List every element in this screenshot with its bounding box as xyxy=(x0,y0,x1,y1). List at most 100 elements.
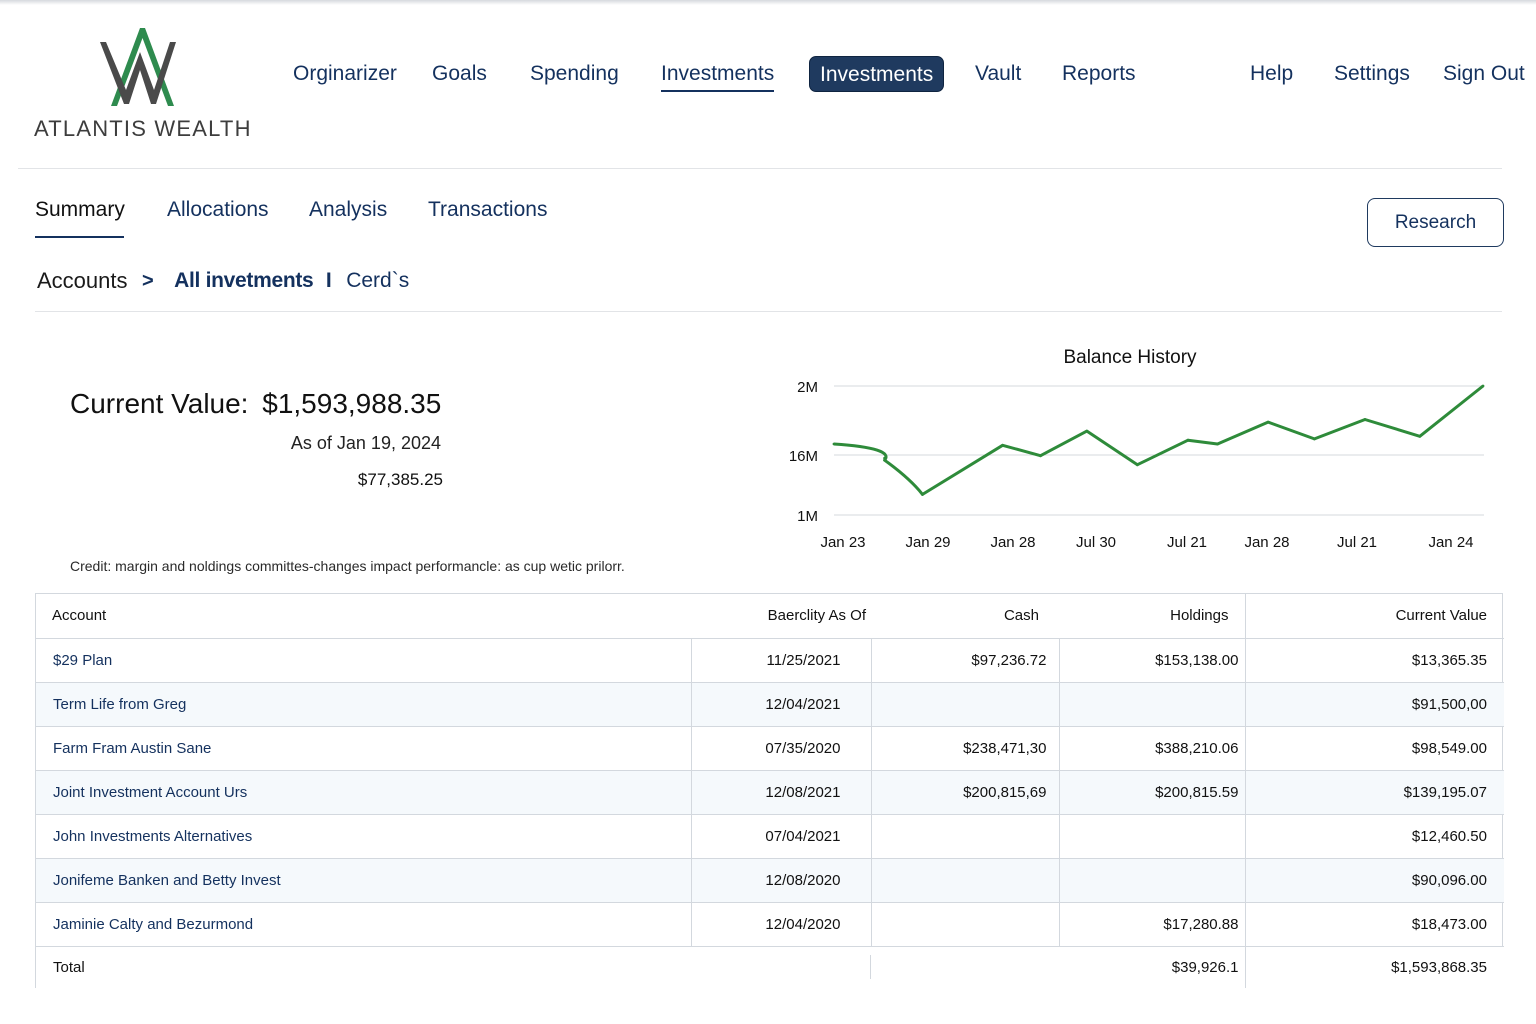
account-name[interactable]: Jaminie Calty and Bezurmond xyxy=(53,915,254,933)
y-tick-label: 1M xyxy=(797,508,818,525)
data-point xyxy=(1085,429,1089,433)
table-header-row: Account Baerclity As Of Cash Holdings Cu… xyxy=(36,594,1504,638)
current-value-cell: $12,460.50 xyxy=(1244,814,1504,858)
data-point xyxy=(1216,442,1219,446)
table-row[interactable]: $29 Plan 11/25/2021 $97,236.72 $153,138.00 $… xyxy=(36,638,1504,682)
col-holdings[interactable]: Holdings xyxy=(1170,607,1229,625)
section-divider xyxy=(35,311,1502,312)
account-name[interactable]: Joint Investment Account Urs xyxy=(53,783,248,801)
cash-cell: $238,471,30 xyxy=(870,726,1059,770)
data-point xyxy=(1313,437,1316,441)
holdings-cell: $17,280.88 xyxy=(1058,902,1245,946)
table-row[interactable]: Jonifeme Banken and Betty Invest 12/08/20… xyxy=(36,858,1504,902)
x-tick-label: Jul 30 xyxy=(1076,534,1116,551)
nav-item-investments[interactable]: Investments xyxy=(661,56,775,92)
table-row[interactable]: Joint Investment Account Urs 12/08/2021 $2… xyxy=(36,770,1504,814)
as-of-date: As of Jan 19, 2024 xyxy=(290,433,441,453)
holdings-cell: $388,210.06 xyxy=(1058,726,1245,770)
account-name[interactable]: Term Life from Greg xyxy=(53,695,187,713)
as-of-date-cell: 11/25/2021 xyxy=(690,638,871,682)
credit-note: Credit: margin and noldings committes-ch… xyxy=(70,558,625,574)
breadcrumb-all-investments[interactable]: All invetments xyxy=(174,269,314,292)
current-value-label: Current Value: xyxy=(70,388,249,419)
table-row[interactable]: Term Life from Greg 12/04/2021 $91,500,00 xyxy=(36,682,1504,726)
x-tick-label: Jan 23 xyxy=(820,534,865,551)
tab-analysis[interactable]: Analysis xyxy=(309,198,388,221)
nav-item-reports[interactable]: Reports xyxy=(1062,62,1136,85)
account-name[interactable]: Jonifeme Banken and Betty Invest xyxy=(53,871,281,889)
data-point xyxy=(1481,384,1485,388)
nav-settings-link[interactable]: Settings xyxy=(1334,62,1410,85)
current-value-amount: $1,593,988.35 xyxy=(262,388,442,419)
current-value-cell: $13,365.35 xyxy=(1244,638,1504,682)
nav-item-organizer[interactable]: Orginarizer xyxy=(293,62,397,85)
account-name[interactable]: John Investments Alternatives xyxy=(53,827,253,845)
aw-monogram-icon xyxy=(100,28,176,106)
total-holdings: $39,926.1 xyxy=(1171,958,1239,976)
main-nav: Orginarizer Goals Spending Investments I… xyxy=(0,56,1536,92)
holdings-cell: $200,815.59 xyxy=(1058,770,1245,814)
as-of-date-cell: 12/08/2020 xyxy=(690,858,871,902)
data-point xyxy=(883,456,886,460)
holdings-cell xyxy=(1058,858,1245,902)
current-value-cell: $91,500,00 xyxy=(1244,682,1504,726)
x-tick-label: Jan 24 xyxy=(1428,534,1473,551)
nav-item-investments-selected[interactable]: Investments xyxy=(809,56,945,92)
total-current-value: $1,593,868.35 xyxy=(1244,946,1504,988)
breadcrumb-accounts[interactable]: Accounts xyxy=(37,268,128,293)
header-divider xyxy=(18,168,1502,169)
balance-history-chart: Balance History 2M 16M 1M Jan 23 Jan 29 Jan … xyxy=(770,340,1510,560)
account-name[interactable]: Farm Fram Austin Sane xyxy=(53,739,212,757)
breadcrumb: Accounts > All invetments I Cerd`s xyxy=(37,268,409,298)
table-row[interactable]: Jaminie Calty and Bezurmond 12/04/2020 $17… xyxy=(36,902,1504,946)
nav-item-vault[interactable]: Vault xyxy=(975,62,1022,85)
x-tick-label: Jan 29 xyxy=(905,534,950,551)
data-point xyxy=(1186,438,1190,442)
value-change: $77,385.25 xyxy=(357,470,443,489)
col-as-of[interactable]: Baerclity As Of xyxy=(767,607,866,625)
cash-cell: $97,236.72 xyxy=(870,638,1059,682)
balance-line xyxy=(833,384,1484,496)
as-of-date-cell: 12/04/2020 xyxy=(690,902,871,946)
chart-canvas: Balance History 2M 16M 1M Jan 23 Jan 29 Jan … xyxy=(789,347,1485,551)
data-point xyxy=(921,493,924,496)
col-current-value[interactable]: Current Value xyxy=(1244,594,1504,638)
col-account[interactable]: Account xyxy=(52,607,107,625)
breadcrumb-cards[interactable]: Cerd`s xyxy=(346,269,410,292)
table-row[interactable]: Farm Fram Austin Sane 07/35/2020 $238,471,… xyxy=(36,726,1504,770)
nav-sign-out-link[interactable]: Sign Out xyxy=(1443,62,1525,85)
cash-cell xyxy=(870,858,1059,902)
research-button[interactable]: Research xyxy=(1367,198,1504,247)
chevron-right-icon: > xyxy=(141,269,154,292)
nav-item-goals[interactable]: Goals xyxy=(432,62,487,85)
as-of-date-cell: 07/35/2020 xyxy=(690,726,871,770)
account-name[interactable]: $29 Plan xyxy=(53,651,113,669)
brand-logo[interactable]: ATLANTIS WEALTH xyxy=(34,26,250,144)
data-point xyxy=(1363,418,1367,421)
data-point xyxy=(1266,420,1270,424)
nav-help-link[interactable]: Help xyxy=(1250,62,1294,85)
holdings-cell xyxy=(1058,814,1245,858)
data-point xyxy=(1136,463,1139,467)
breadcrumb-divider: I xyxy=(325,269,332,292)
table-row[interactable]: John Investments Alternatives 07/04/2021 $… xyxy=(36,814,1504,858)
total-label: Total xyxy=(53,958,85,976)
nav-item-spending[interactable]: Spending xyxy=(530,62,619,85)
total-cash-empty xyxy=(871,946,1059,988)
data-point xyxy=(1418,434,1422,438)
tab-transactions[interactable]: Transactions xyxy=(428,198,548,221)
table-total-row: Total $39,926.1 $1,593,868.35 xyxy=(36,946,1504,988)
brand-name: ATLANTIS WEALTH xyxy=(34,116,252,141)
x-tick-label: Jan 28 xyxy=(1244,534,1289,551)
x-tick-label: Jul 21 xyxy=(1167,534,1207,551)
current-value-cell: $98,549.00 xyxy=(1244,726,1504,770)
as-of-date-cell: 12/08/2021 xyxy=(690,770,871,814)
chart-title: Balance History xyxy=(1063,347,1197,368)
tab-summary[interactable]: Summary xyxy=(35,196,125,240)
holdings-cell: $153,138.00 xyxy=(1058,638,1245,682)
total-divider xyxy=(691,946,871,988)
as-of-date-cell: 12/04/2021 xyxy=(690,682,871,726)
col-cash[interactable]: Cash xyxy=(1003,607,1039,625)
data-point xyxy=(832,442,836,446)
tab-allocations[interactable]: Allocations xyxy=(167,198,269,221)
